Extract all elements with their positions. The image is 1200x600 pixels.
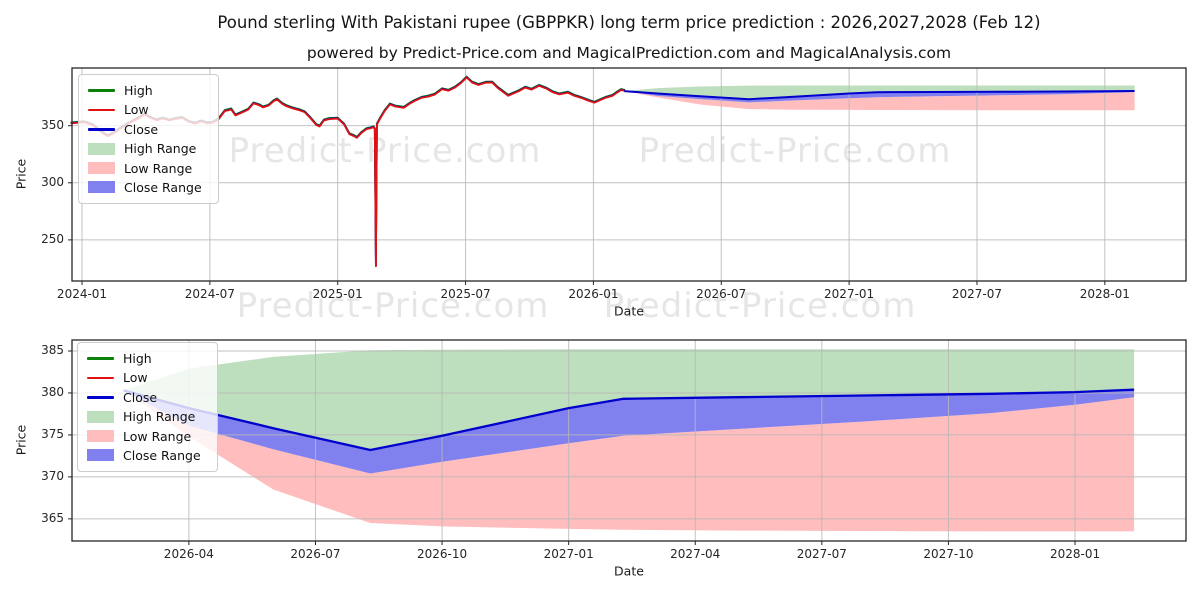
legend-item: Low: [87, 368, 207, 387]
legend-label: Low Range: [124, 160, 193, 176]
x-tick-label: 2026-01: [568, 287, 619, 301]
chart-title: Pound sterling With Pakistani rupee (GBP…: [217, 13, 1041, 32]
legend-swatch-high-icon: [88, 89, 115, 92]
legend-swatch-close_range-icon: [88, 181, 115, 194]
x-tick-label: 2025-01: [312, 287, 363, 301]
legend-label: Low Range: [123, 428, 192, 444]
legend-item: Low: [88, 100, 208, 119]
legend-label: Close Range: [124, 179, 202, 195]
y-tick-label: 300: [41, 174, 64, 189]
legend-swatch-low-icon: [87, 376, 114, 380]
x-axis-label-top: Date: [614, 303, 644, 319]
price-chart-bottom: [68, 339, 1187, 545]
legend-swatch-high-icon: [87, 357, 114, 360]
legend: High Low Close High Range Low Range Close Ran…: [77, 342, 218, 472]
legend-item: Low Range: [88, 159, 208, 178]
x-tick-label: 2026-04: [163, 547, 214, 561]
legend-item: Close: [88, 120, 208, 139]
watermark-text: Predict-Price.com: [638, 131, 952, 171]
x-tick-label: 2027-01: [543, 547, 594, 561]
legend-swatch-close-icon: [87, 395, 114, 399]
watermark-text: Predict-Price.com: [228, 131, 542, 171]
x-axis-label-bottom: Date: [614, 563, 644, 579]
legend-label: Close Range: [123, 447, 201, 463]
legend-swatch-high_range-icon: [87, 410, 114, 423]
legend-label: Low: [124, 102, 149, 118]
legend-swatch-low_range-icon: [87, 430, 114, 443]
x-tick-label: 2027-07: [951, 287, 1003, 301]
legend-item: High Range: [88, 139, 208, 158]
legend-item: High: [88, 81, 208, 100]
legend-label: Low: [123, 370, 148, 386]
legend-swatch-low-icon: [88, 108, 115, 112]
y-tick-label: 350: [41, 117, 64, 132]
x-tick-label: 2026-07: [696, 287, 747, 301]
x-tick-label: 2025-07: [440, 287, 491, 301]
x-tick-label: 2027-10: [923, 547, 974, 561]
legend-swatch-high_range-icon: [88, 142, 115, 155]
x-tick-label: 2024-07: [184, 287, 235, 301]
y-tick-label: 385: [41, 342, 64, 357]
legend-label: High: [124, 83, 153, 98]
chart-subtitle: powered by Predict-Price.com and Magical…: [306, 44, 952, 62]
x-tick-label: 2028-01: [1049, 547, 1101, 561]
legend-item: Low Range: [87, 427, 207, 446]
legend-label: Close: [124, 121, 159, 137]
legend-item: Close Range: [87, 446, 207, 465]
legend-item: High: [87, 349, 207, 368]
legend-item: Close: [87, 388, 207, 407]
y-tick-label: 380: [41, 384, 64, 399]
x-tick-label: 2026-10: [416, 547, 468, 561]
legend-swatch-close_range-icon: [87, 449, 114, 462]
y-tick-label: 370: [41, 468, 64, 483]
y-tick-label: 365: [41, 510, 64, 525]
legend: High Low Close High Range Low Range Close Ran…: [78, 74, 219, 204]
legend-label: High Range: [124, 141, 197, 157]
price-chart-top: [68, 67, 1187, 285]
legend-swatch-close-icon: [88, 127, 115, 131]
legend-label: High Range: [123, 409, 196, 425]
legend-item: Close Range: [88, 178, 208, 197]
x-tick-label: 2026-07: [290, 547, 341, 561]
watermark-text: Predict-Price.com: [236, 286, 550, 326]
legend-swatch-low_range-icon: [88, 162, 115, 175]
x-tick-label: 2024-01: [56, 287, 108, 301]
x-tick-label: 2027-04: [670, 547, 721, 561]
legend-label: Close: [123, 389, 158, 405]
watermark-text: Predict-Price.com: [603, 286, 917, 326]
x-tick-label: 2027-01: [824, 287, 875, 301]
y-tick-label: 375: [41, 426, 64, 441]
x-tick-label: 2027-07: [796, 547, 847, 561]
y-tick-label: 250: [41, 231, 64, 246]
x-tick-label: 2028-01: [1079, 287, 1130, 301]
legend-item: High Range: [87, 407, 207, 426]
legend-label: High: [123, 351, 152, 366]
